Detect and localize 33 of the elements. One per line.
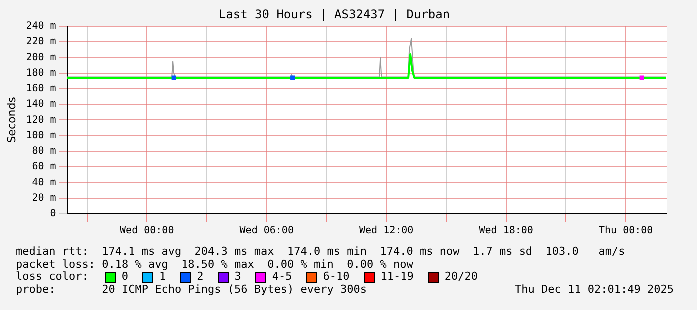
y-tick-label: 220 m	[26, 36, 56, 48]
legend-label: 4-5	[272, 270, 292, 284]
y-tick-label: 180 m	[26, 68, 56, 79]
y-tick-label: 120 m	[26, 114, 56, 126]
y-tick-label: 160 m	[26, 84, 56, 95]
y-tick-label: 0	[50, 208, 56, 220]
text: probe: 20 ICMP Echo Pings (56 Bytes) every 300s	[16, 283, 367, 296]
y-tick-label: 20 m	[32, 192, 56, 204]
legend-label: 2	[197, 270, 204, 284]
x-tick-label: Wed 00:00	[120, 226, 174, 237]
legend-title: loss color:	[16, 270, 89, 284]
x-tick-label: Wed 18:00	[479, 226, 534, 237]
y-tick-label: 100 m	[26, 130, 56, 142]
y-tick-label: 80 m	[32, 146, 56, 158]
text: packet loss: 0.18 % avg 18.50 % max 0.00 % min 0.00 % now	[16, 258, 414, 272]
x-tick-label: Thu 00:00	[598, 226, 654, 237]
x-tick-label: Wed 12:00	[360, 226, 414, 237]
text: Thu Dec 11 02:01:49 2025	[515, 283, 674, 297]
y-tick-label: 40 m	[32, 177, 56, 188]
y-tick-label: 140 m	[26, 99, 56, 110]
legend-label: 20/20	[444, 270, 478, 284]
y-tick-label: 240 m	[26, 20, 56, 32]
chart-title: Last 30 Hours | AS32437 | Durban	[218, 7, 450, 22]
legend-label: 11-19	[380, 270, 414, 284]
legend-label: 3	[234, 270, 242, 284]
y-tick-label: 60 m	[32, 162, 56, 173]
legend-label: 1	[159, 270, 166, 284]
legend-label: 0	[122, 270, 128, 284]
legend-label: 6-10	[323, 270, 350, 284]
text: median rtt: 174.1 ms avg 204.3 ms max 174.0 ms min 174.0 ms now 1.7 ms sd 103.0 am/s	[16, 245, 626, 259]
y-tick-label: 200 m	[26, 52, 56, 64]
x-tick-label: Wed 06:00	[240, 226, 294, 237]
y-axis-title: Seconds	[5, 96, 18, 144]
